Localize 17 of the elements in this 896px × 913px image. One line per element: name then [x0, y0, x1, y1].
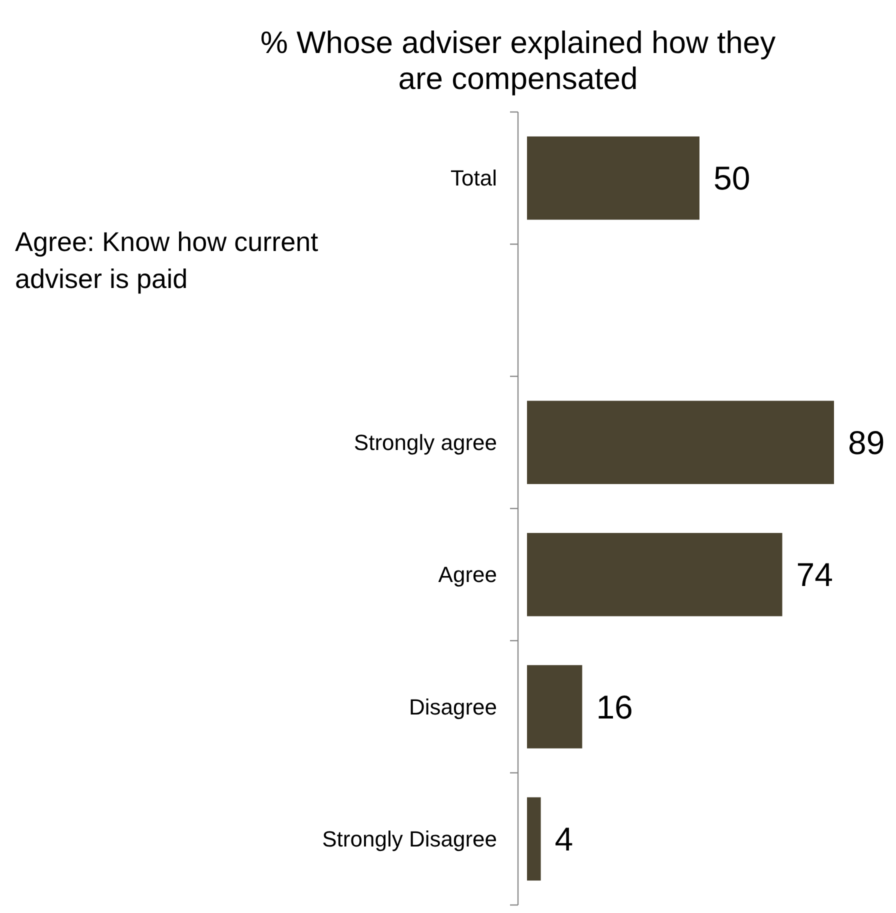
y-tick-label: Disagree: [408, 694, 497, 720]
y-tick-label: Agree: [438, 562, 497, 588]
bar: [527, 136, 700, 220]
data-label: 89: [848, 424, 885, 461]
data-label: 50: [713, 160, 750, 197]
chart-title: % Whose adviser explained how they are compensated: [260, 25, 776, 96]
data-label: 16: [596, 688, 633, 726]
data-label: 74: [796, 556, 833, 594]
bar: [527, 665, 582, 748]
text: Agree: Know how current adviser is paid: [15, 227, 319, 294]
y-tick-label: Strongly agree: [354, 430, 497, 455]
bar: [527, 797, 541, 881]
y-tick-label: Strongly Disagree: [322, 826, 497, 852]
data-label: 4: [554, 820, 574, 858]
bar: [527, 400, 834, 484]
y-tick-label: Total: [450, 166, 497, 191]
bar: [527, 532, 782, 616]
